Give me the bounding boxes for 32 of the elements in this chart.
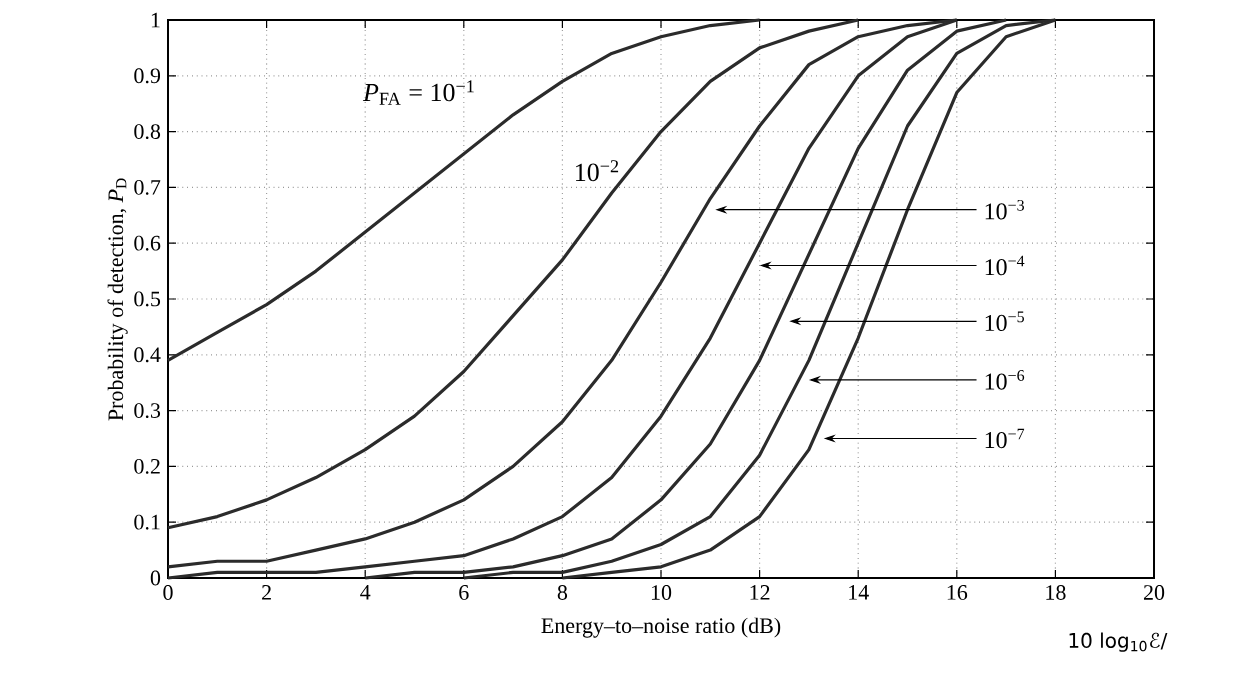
y-tick-label: 0.5 [134,291,161,307]
annotation: 10$^{−3}$ [985,199,1024,220]
x-tick-label: 0 [163,585,173,600]
y-tick-label: 0.2 [134,458,160,474]
y-tick-label: 0.6 [134,235,161,251]
y-tick-label: 0.8 [134,124,161,140]
x-tick-label: 2 [262,585,271,600]
y-tick-label: 0 [150,570,161,586]
y-tick-label: 0.3 [134,403,161,419]
y-tick-label: 1 [151,12,160,28]
x-tick-label: 12 [750,585,770,600]
text: 10 log$_{10}$ℰ/ [1069,632,1168,652]
x-tick-label: 18 [1046,585,1066,600]
y-tick-label: 0.7 [134,179,161,195]
annotation: P$_{FA}$ = 10$^{−1}$ [362,80,474,105]
x-tick-label: 10 [651,585,672,600]
x-tick-label: 14 [849,585,869,600]
y-tick-label: 0.4 [134,347,161,363]
x-tick-label: 4 [360,585,371,600]
x-tick-label: 20 [1143,585,1165,600]
annotation: 10$^{−2}$ [576,160,619,182]
annotation: 10$^{−7}$ [985,428,1025,449]
x-tick-label: 8 [557,585,568,600]
y-tick-label: 0.9 [134,68,161,84]
y-axis-title: Probability of detection, P$_{D}$ [107,178,128,421]
annotation: 10$^{−4}$ [985,255,1025,276]
x-tick-label: 6 [459,585,469,600]
annotation: 10$^{−5}$ [985,311,1024,331]
x-tick-label: 16 [947,585,968,600]
y-tick-label: 0.1 [134,514,160,530]
annotation: 10$^{−6}$ [985,370,1025,390]
x-axis-title: Energy–to–noise ratio (dB) [541,617,781,638]
